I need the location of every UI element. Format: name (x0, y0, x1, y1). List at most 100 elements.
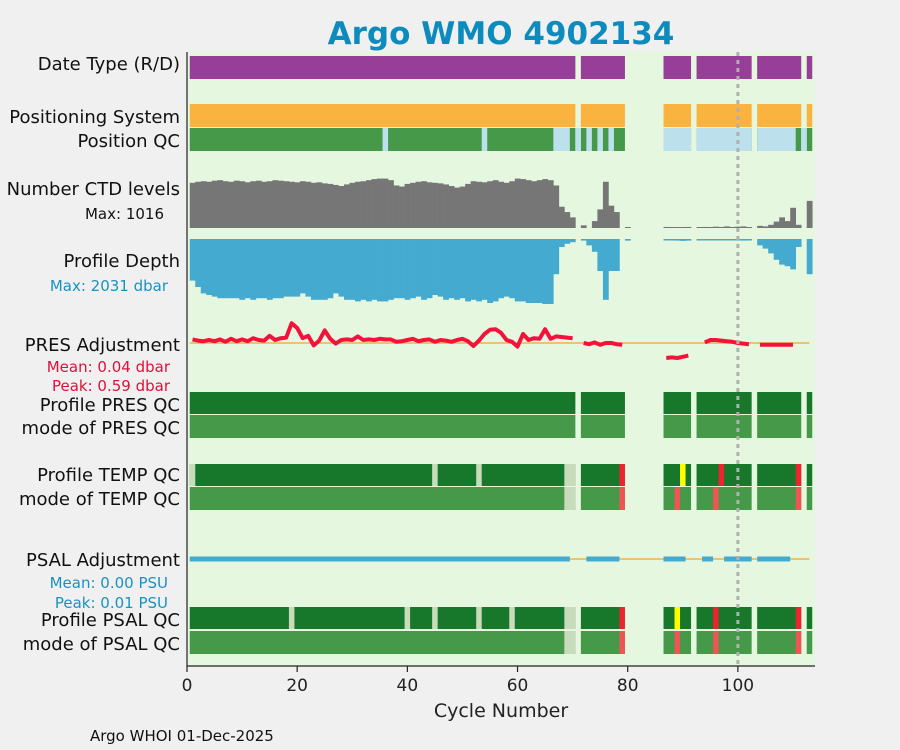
ctd-levels-bar (410, 182, 416, 228)
position-qc-missing-bar (597, 128, 603, 151)
profile-depth-bar (255, 239, 262, 299)
ctd-levels-bar (239, 181, 246, 228)
position-qc-missing-bar (757, 128, 796, 151)
date-type-bar (806, 56, 813, 79)
ctd-levels-bar (200, 181, 207, 228)
profile-temp-qc-bar (580, 464, 625, 486)
profile-depth-bar (768, 239, 774, 254)
profile-depth-bar (520, 239, 527, 302)
ctd-levels-bar (558, 206, 565, 228)
ctd-max-label: Max: 1016 (85, 205, 164, 223)
profile-depth-bar (432, 239, 438, 296)
mode-temp-qc-bar (580, 487, 625, 510)
ctd-levels-bar (784, 221, 791, 228)
profile-depth-bar (288, 239, 295, 297)
ctd-levels-bar (795, 224, 802, 228)
position-qc-bar (806, 128, 813, 151)
profile-temp-qc-bar (806, 464, 813, 486)
pres-adjustment-line (666, 353, 689, 360)
profile-depth-bar (349, 239, 356, 300)
ctd-levels-bar (443, 184, 449, 228)
ctd-levels-bar (228, 181, 235, 228)
profile-depth-bar (685, 239, 692, 241)
mode-temp-qc-bar (189, 487, 576, 510)
profile-depth-bar (795, 239, 802, 248)
psal-mean-label: Mean: 0.00 PSU (50, 574, 168, 592)
ctd-levels-bar (569, 217, 576, 228)
ctd-levels-bar (713, 226, 719, 228)
profile-psal-qc-bad-bar (619, 607, 625, 629)
profile-psal-qc-bar (806, 607, 813, 629)
profile-depth-bar (729, 239, 736, 241)
profile-depth-bar (558, 239, 565, 248)
profile-depth-bar (624, 239, 631, 241)
date-type-bar (189, 56, 576, 79)
mode-psal-qc-partial-bar (564, 631, 576, 654)
ctd-levels-bar (310, 182, 317, 228)
profile-depth-bar (713, 239, 719, 241)
ctd-levels-bar (718, 226, 725, 228)
profile-depth-bar (492, 239, 499, 302)
position-qc-missing-bar (696, 128, 752, 151)
ctd-levels-bar (465, 183, 472, 228)
ctd-levels-bar (217, 180, 224, 228)
ctd-levels-bar (487, 181, 494, 228)
row-label-mode-temp-qc: mode of TEMP QC (19, 489, 180, 510)
profile-depth-bar (597, 239, 604, 272)
profile-temp-qc-bad-bar (718, 464, 725, 486)
x-tick-label: 60 (507, 676, 529, 696)
ctd-levels-bar (696, 227, 703, 228)
ctd-levels-bar (360, 181, 367, 228)
ctd-levels-bar (255, 180, 262, 228)
ctd-levels-bar (399, 186, 405, 228)
ctd-levels-bar (233, 180, 240, 228)
ctd-levels-bar (757, 225, 763, 228)
ctd-levels-bar (250, 181, 257, 228)
row-label-positioning-system: Positioning System (9, 107, 180, 128)
profile-depth-bar (580, 239, 587, 241)
profile-pres-qc-bar (806, 392, 813, 414)
ctd-levels-bar (206, 181, 213, 228)
ctd-levels-bar (680, 227, 686, 228)
ctd-levels-bar (388, 180, 394, 228)
profile-depth-bar (724, 239, 730, 241)
ctd-levels-bar (459, 186, 466, 228)
profile-depth-bar (421, 239, 427, 300)
pres-peak-label: Peak: 0.59 dbar (52, 377, 171, 395)
ctd-levels-bar (536, 180, 543, 228)
mode-psal-qc-bar (580, 631, 625, 654)
row-label-pres-adjustment: PRES Adjustment (25, 335, 180, 356)
ctd-levels-bar (470, 181, 477, 228)
profile-depth-bar (200, 239, 207, 294)
profile-psal-qc-partial-bar (432, 607, 438, 629)
profile-depth-bar (757, 239, 763, 246)
ctd-levels-bar (377, 178, 383, 228)
profile-depth-bar (305, 239, 312, 297)
profile-depth-bar (536, 239, 543, 304)
profile-depth-bar (680, 239, 686, 241)
profile-depth-bar (222, 239, 229, 299)
profile-depth-bar (459, 239, 466, 299)
profile-depth-bar (211, 239, 218, 297)
ctd-levels-bar (288, 181, 295, 228)
ctd-levels-bar (222, 181, 229, 228)
profile-depth-bar (531, 239, 538, 304)
ctd-levels-bar (492, 180, 499, 228)
profile-depth-bar (316, 239, 323, 300)
ctd-levels-bar (514, 178, 521, 228)
ctd-levels-bar (613, 212, 620, 228)
profile-psal-qc-probable-bar (674, 607, 681, 629)
profile-temp-qc-bar (663, 464, 692, 486)
profile-depth-bar (740, 239, 747, 241)
ctd-levels-bar (608, 205, 615, 228)
ctd-levels-bar (768, 224, 774, 228)
ctd-levels-bar (674, 227, 681, 228)
pres-adjustment-line (583, 340, 623, 347)
profile-depth-bar (509, 239, 516, 299)
ctd-levels-bar (316, 182, 323, 228)
positioning-system-bar (806, 104, 813, 127)
positioning-system-bar (663, 104, 692, 127)
profile-depth-bar (547, 239, 554, 304)
ctd-levels-bar (746, 227, 752, 228)
